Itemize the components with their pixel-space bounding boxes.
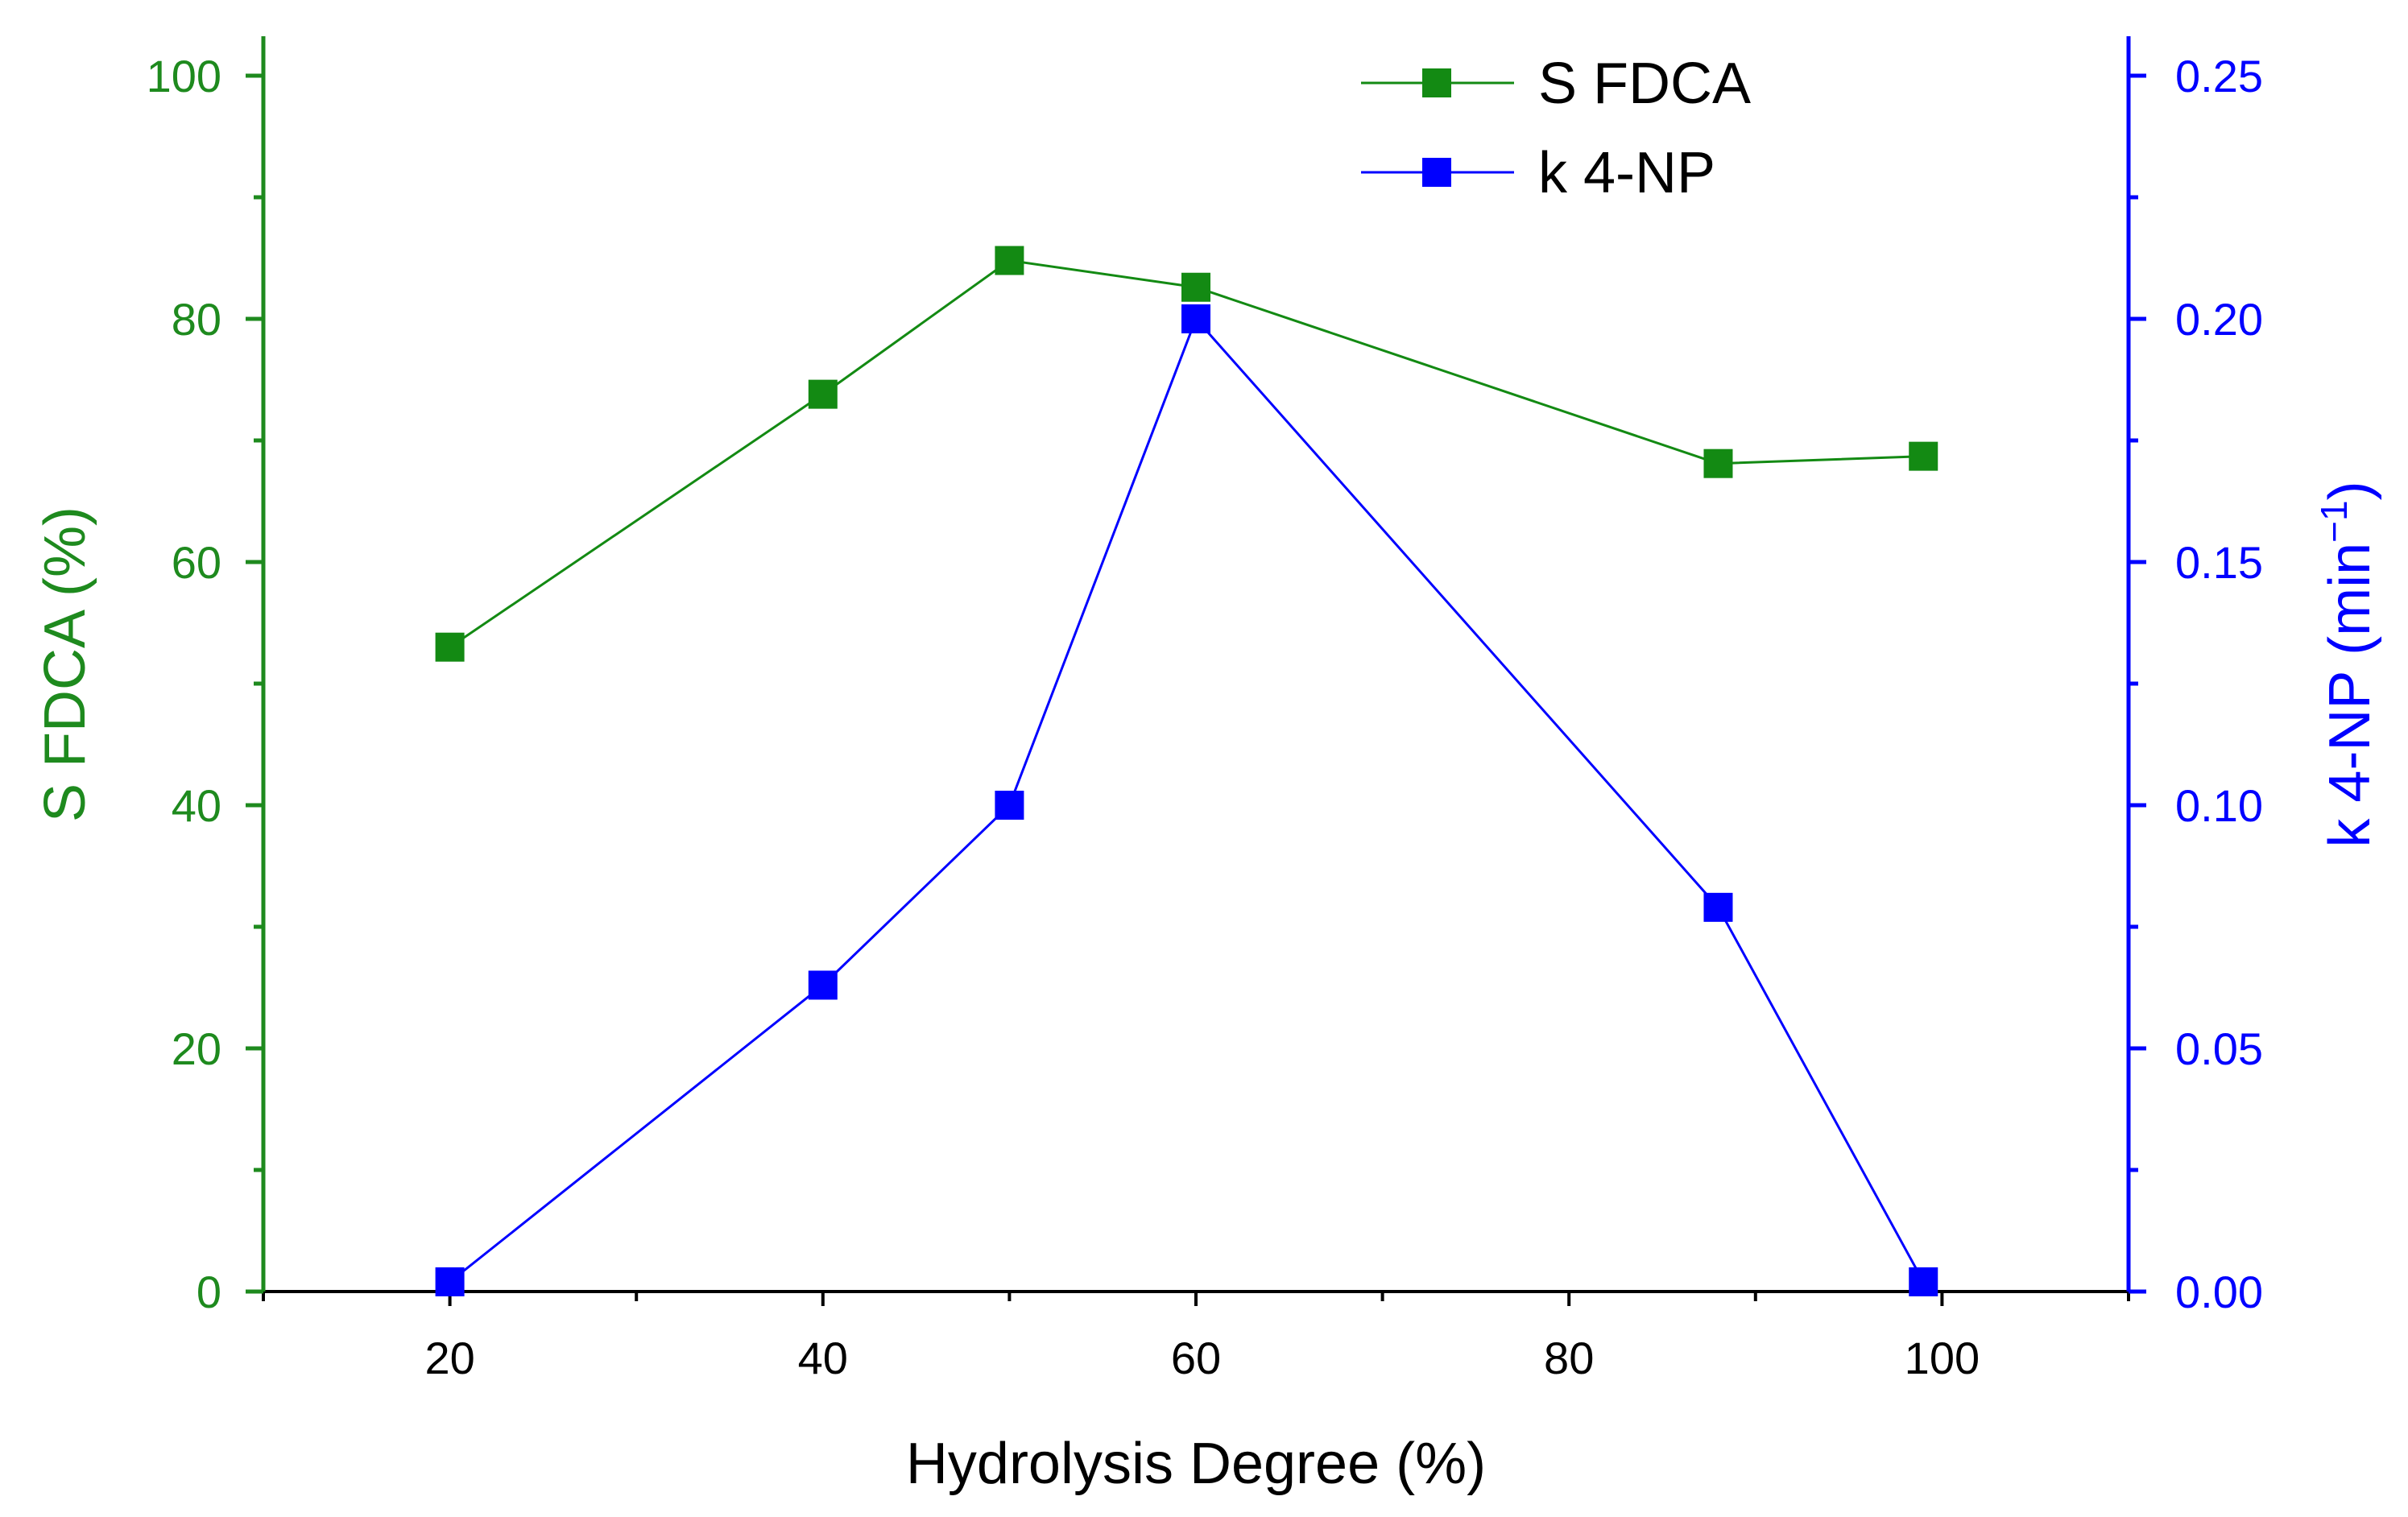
- left-y-axis-ticks: [246, 73, 263, 1294]
- legend: S FDCA k 4-NP: [1361, 52, 1751, 205]
- series-s-fdca: [435, 246, 1938, 662]
- right-y-tick-label: 0.20: [2175, 294, 2263, 345]
- left-y-tick-label: 60: [172, 537, 221, 588]
- data-point-k-4-np: [435, 1267, 465, 1296]
- right-y-axis-title-superscript: −1: [2313, 500, 2355, 542]
- data-point-s-fdca: [435, 632, 465, 662]
- right-y-axis-title-main: k 4-NP (min: [2318, 543, 2382, 848]
- data-point-s-fdca: [995, 246, 1024, 275]
- left-y-tick-label: 100: [147, 51, 221, 101]
- data-point-k-4-np: [1181, 304, 1210, 333]
- right-y-axis-title-close: ): [2318, 481, 2382, 500]
- right-y-tick-label: 0.05: [2175, 1023, 2263, 1074]
- x-axis-tick-labels: 20 40 60 80 100: [424, 1333, 1980, 1383]
- x-tick-label: 60: [1171, 1333, 1221, 1383]
- data-point-k-4-np: [995, 791, 1024, 820]
- legend-marker-s-fdca: [1422, 68, 1451, 97]
- series-line-k-4-np: [449, 316, 1925, 1283]
- left-y-tick-label: 20: [172, 1023, 221, 1074]
- right-y-axis-tick-labels: 0.00 0.05 0.10 0.15 0.20 0.25: [2175, 51, 2263, 1317]
- right-y-tick-label: 0.10: [2175, 780, 2263, 831]
- x-tick-label: 20: [424, 1333, 474, 1383]
- x-tick-label: 40: [798, 1333, 848, 1383]
- left-y-tick-label: 40: [172, 780, 221, 831]
- legend-label-k-4np: k 4-NP: [1538, 141, 1715, 205]
- left-y-tick-label: 80: [172, 294, 221, 345]
- left-y-tick-label: 0: [197, 1267, 221, 1317]
- right-y-axis-title: k 4-NP (min−1): [2313, 481, 2382, 847]
- legend-label-s-fdca: S FDCA: [1538, 52, 1751, 116]
- data-point-s-fdca: [1909, 441, 1938, 471]
- x-axis-title: Hydrolysis Degree (%): [906, 1432, 1486, 1496]
- left-y-axis-tick-labels: 0 20 40 60 80 100: [147, 51, 221, 1317]
- series-line-s-fdca: [449, 258, 1924, 648]
- legend-marker-k-4np: [1422, 158, 1451, 187]
- series-layer: [435, 246, 1938, 1296]
- left-y-axis-title: S FDCA (%): [33, 506, 97, 822]
- data-point-s-fdca: [808, 379, 838, 409]
- data-point-s-fdca: [1181, 272, 1210, 302]
- data-point-k-4-np: [808, 970, 838, 1000]
- x-tick-label: 100: [1905, 1333, 1980, 1383]
- x-tick-label: 80: [1544, 1333, 1594, 1383]
- right-y-tick-label: 0.25: [2175, 51, 2263, 101]
- right-y-axis-ticks: [2129, 73, 2146, 1294]
- series-k-4-np: [435, 304, 1938, 1296]
- data-point-s-fdca: [1703, 448, 1733, 478]
- data-point-k-4-np: [1703, 892, 1733, 922]
- right-y-tick-label: 0.00: [2175, 1267, 2263, 1317]
- axes-layer: [261, 36, 2131, 1293]
- data-point-k-4-np: [1909, 1267, 1938, 1296]
- right-y-tick-label: 0.15: [2175, 537, 2263, 588]
- x-axis-ticks: [262, 1292, 2130, 1306]
